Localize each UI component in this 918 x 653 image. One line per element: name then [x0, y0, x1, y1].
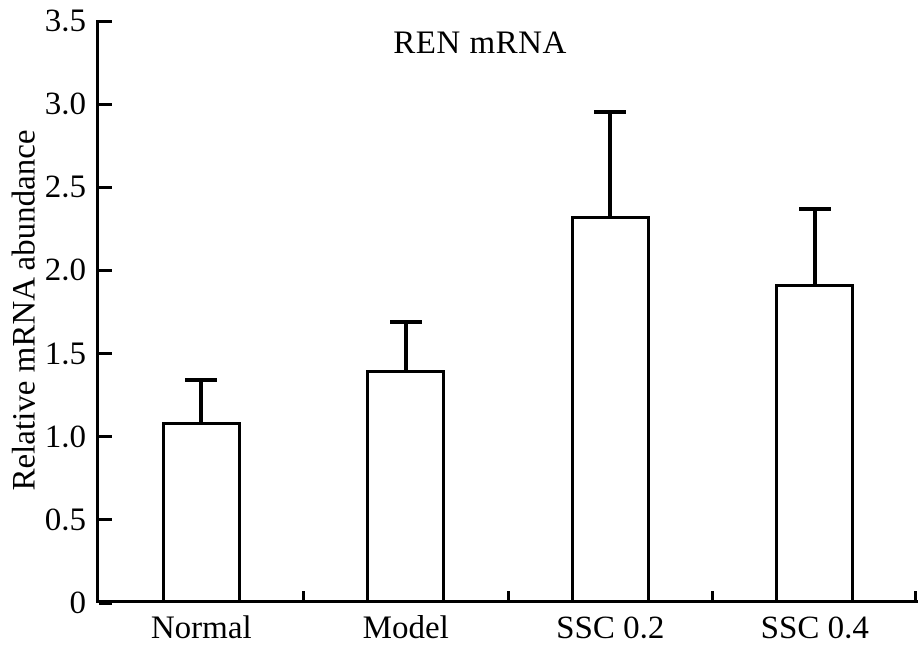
y-tick-label: 0 [69, 585, 87, 621]
x-tick-label: Model [362, 610, 449, 646]
y-axis-tick [99, 601, 112, 605]
x-axis-tick [913, 591, 917, 603]
bar [570, 215, 650, 603]
error-bar-line [608, 112, 613, 216]
error-bar-line [403, 321, 408, 371]
x-axis-tick [506, 591, 510, 603]
error-bar-line [199, 380, 204, 422]
error-bar-cap [798, 206, 831, 211]
bar [775, 283, 855, 603]
y-tick-label: 0.5 [44, 501, 86, 538]
y-axis-tick [99, 435, 112, 439]
x-tick-label: Normal [150, 610, 252, 646]
error-bar-cap [594, 110, 627, 115]
error-bar-cap [185, 378, 218, 383]
y-tick-label: 1.5 [44, 335, 86, 372]
y-axis-tick [99, 352, 112, 356]
x-tick-label: SSC 0.2 [556, 610, 665, 646]
y-axis-tick [99, 185, 112, 189]
y-axis-tick [99, 268, 112, 272]
y-axis-tick [99, 102, 112, 106]
error-bar-cap [389, 319, 422, 324]
x-tick-label: SSC 0.4 [760, 610, 869, 646]
y-tick-label: 2.0 [44, 252, 86, 289]
y-axis-line [96, 20, 99, 603]
x-axis-tick [302, 591, 305, 603]
bar [366, 370, 446, 603]
y-tick-label: 3.0 [44, 86, 86, 123]
error-bar-line [812, 208, 817, 284]
y-axis-tick [99, 19, 112, 23]
chart-title: REN mRNA [393, 25, 567, 61]
bar [161, 421, 241, 603]
y-tick-label: 3.5 [44, 3, 86, 39]
y-tick-label: 2.5 [44, 169, 86, 206]
y-tick-label: 1.0 [44, 418, 86, 455]
x-axis-tick [711, 591, 714, 603]
y-axis-tick [99, 518, 112, 522]
